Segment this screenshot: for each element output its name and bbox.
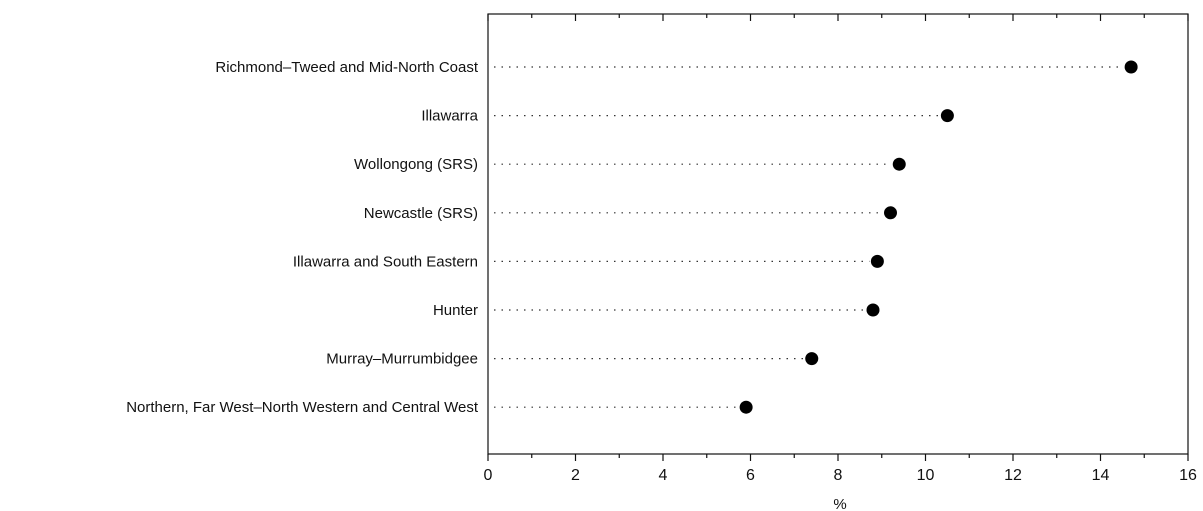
category-label: Wollongong (SRS) (354, 156, 478, 173)
x-tick-label: 10 (917, 467, 935, 484)
plot-frame (487, 13, 1189, 455)
data-point (805, 352, 819, 366)
category-label: Richmond–Tweed and Mid-North Coast (215, 59, 478, 76)
data-point (940, 109, 954, 123)
category-label: Northern, Far West–North Western and Cen… (126, 399, 479, 416)
data-point (866, 303, 880, 317)
category-label: Illawarra and South Eastern (293, 253, 478, 270)
category-label: Murray–Murrumbidgee (326, 351, 478, 368)
x-tick-label: 6 (746, 467, 755, 484)
data-point (1124, 60, 1138, 74)
x-axis-title: % (833, 496, 846, 511)
data-point (870, 254, 884, 268)
x-tick-label: 0 (484, 467, 493, 484)
x-tick-label: 16 (1179, 467, 1197, 484)
x-tick-label: 8 (834, 467, 843, 484)
category-label: Illawarra (421, 108, 478, 125)
data-point (739, 400, 753, 414)
category-label: Hunter (433, 302, 478, 319)
x-tick-label: 4 (659, 467, 668, 484)
data-point (892, 157, 906, 171)
x-tick-label: 12 (1004, 467, 1022, 484)
x-tick-label: 2 (571, 467, 580, 484)
category-label: Newcastle (SRS) (364, 205, 478, 222)
x-tick-label: 14 (1092, 467, 1110, 484)
data-point (884, 206, 897, 220)
